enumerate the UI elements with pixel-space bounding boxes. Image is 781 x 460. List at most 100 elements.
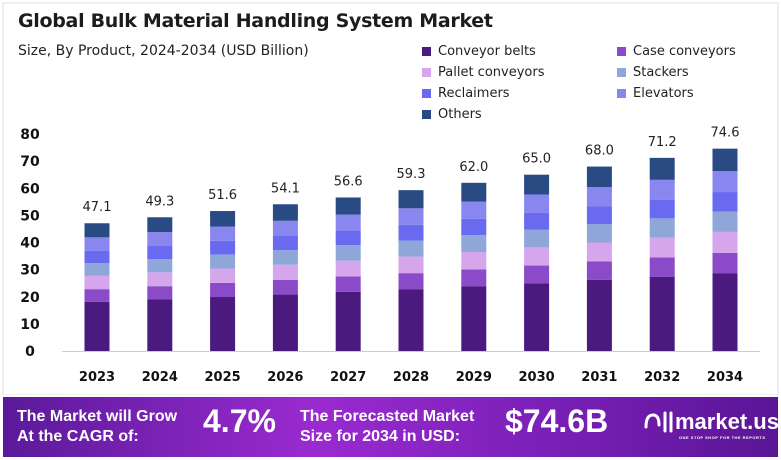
forecast-label: The Forecasted Market Size for 2034 in U… (300, 408, 475, 445)
bar-segment-pallet-conveyors (524, 247, 550, 266)
total-data-label: 54.1 (271, 181, 300, 196)
bar-segment-elevators (210, 226, 236, 241)
brand-name: market.us (675, 409, 779, 434)
legend-item: Reclaimers (422, 85, 617, 102)
bar-segment-elevators (586, 187, 612, 207)
bar-segment-others (210, 211, 236, 227)
bar-segment-pallet-conveyors (335, 260, 361, 277)
bar-segment-others (398, 190, 424, 209)
bar-segment-stackers (210, 254, 236, 269)
bar-segment-reclaimers (649, 199, 675, 219)
chart-title: Global Bulk Material Handling System Mar… (18, 10, 493, 32)
y-tick-label: 40 (20, 236, 40, 252)
legend-item: Conveyor belts (422, 43, 617, 60)
bar-segment-stackers (461, 235, 487, 252)
bar-segment-reclaimers (461, 218, 487, 236)
y-tick-label: 60 (20, 181, 40, 197)
bar-segment-stackers (272, 250, 298, 265)
chart-frame (2, 2, 779, 395)
y-tick-label: 70 (20, 154, 40, 170)
brand-logo: market.us ONE STOP SHOP FOR THE REPORTS (643, 409, 779, 440)
legend-label: Elevators (633, 86, 694, 101)
bar-segment-elevators (147, 232, 173, 247)
bar-segment-reclaimers (147, 246, 173, 260)
legend-swatch (617, 89, 626, 98)
x-tick-label: 2030 (519, 370, 555, 385)
bar-segment-elevators (712, 171, 738, 193)
bar-segment-others (586, 166, 612, 188)
bar-segment-others (461, 182, 487, 202)
bar-segment-pallet-conveyors (649, 237, 675, 258)
forecast-value: $74.6B (505, 403, 609, 439)
y-tick-label: 10 (20, 317, 40, 333)
bar-segment-elevators (398, 208, 424, 225)
bar-segment-elevators (649, 179, 675, 200)
x-tick-label: 2034 (707, 370, 743, 385)
total-data-label: 62.0 (459, 160, 488, 175)
bar-segment-reclaimers (398, 224, 424, 241)
bar-segment-stackers (147, 259, 173, 273)
bar-segment-conveyor-belts (335, 291, 361, 351)
legend-item: Stackers (617, 64, 772, 81)
bar-segment-conveyor-belts (398, 289, 424, 351)
bar-segment-pallet-conveyors (210, 268, 236, 283)
bar-segment-others (335, 197, 361, 215)
bar-segment-conveyor-belts (586, 279, 612, 351)
stacked-bar-chart: 0102030405060708047.1202349.3202451.6202… (2, 2, 779, 395)
bar-segment-pallet-conveyors (586, 242, 612, 262)
bar-segment-stackers (398, 240, 424, 257)
bar-segment-others (649, 157, 675, 180)
bar-segment-elevators (524, 194, 550, 213)
bar-segment-stackers (84, 263, 110, 276)
x-tick-label: 2027 (330, 370, 366, 385)
bar-segment-reclaimers (712, 192, 738, 212)
legend-swatch (617, 47, 626, 56)
bar-segment-case-conveyors (524, 265, 550, 284)
y-tick-label: 30 (20, 263, 40, 279)
cagr-label: The Market will Grow At the CAGR of: (17, 408, 178, 445)
total-data-label: 74.6 (711, 126, 740, 141)
x-tick-label: 2024 (142, 370, 178, 385)
legend-swatch (422, 110, 431, 119)
bar-segment-conveyor-belts (84, 301, 110, 351)
bar-segment-pallet-conveyors (398, 256, 424, 274)
x-tick-label: 2023 (79, 370, 115, 385)
x-tick-label: 2026 (267, 370, 303, 385)
total-data-label: 56.6 (334, 174, 363, 189)
bar-segment-stackers (335, 245, 361, 261)
total-data-label: 49.3 (145, 194, 174, 209)
bar-segment-reclaimers (586, 206, 612, 225)
total-data-label: 68.0 (585, 144, 614, 159)
bar-segment-conveyor-belts (210, 297, 236, 351)
bar-segment-reclaimers (335, 230, 361, 246)
legend-swatch (422, 47, 431, 56)
bar-segment-pallet-conveyors (712, 231, 738, 253)
bar-segment-case-conveyors (272, 279, 298, 295)
market-us-logo-icon (644, 411, 673, 433)
bar-segment-elevators (335, 214, 361, 231)
bar-segment-conveyor-belts (712, 273, 738, 351)
bar-segment-elevators (461, 201, 487, 219)
total-data-label: 71.2 (648, 135, 677, 150)
legend-label: Case conveyors (633, 44, 736, 59)
legend-label: Reclaimers (438, 86, 510, 101)
bar-segment-pallet-conveyors (84, 275, 110, 290)
cagr-value: 4.7% (203, 403, 276, 439)
x-tick-label: 2031 (581, 370, 617, 385)
bar-segment-others (84, 223, 110, 238)
legend: Conveyor belts Case conveyors Pallet conve… (422, 43, 772, 123)
y-tick-label: 0 (25, 344, 35, 360)
bar-segment-others (524, 174, 550, 195)
bar-segment-case-conveyors (649, 257, 675, 277)
y-tick-label: 80 (20, 127, 40, 143)
total-data-label: 47.1 (83, 200, 112, 215)
bar-segment-case-conveyors (84, 289, 110, 302)
legend-label: Stackers (633, 65, 689, 80)
bar-segment-stackers (586, 224, 612, 243)
bar-segment-stackers (524, 229, 550, 248)
chart-subtitle: Size, By Product, 2024-2034 (USD Billion… (18, 43, 309, 59)
bar-segment-case-conveyors (210, 282, 236, 298)
bar-segment-reclaimers (524, 212, 550, 230)
legend-item: Pallet conveyors (422, 64, 617, 81)
legend-item: Elevators (617, 85, 772, 102)
